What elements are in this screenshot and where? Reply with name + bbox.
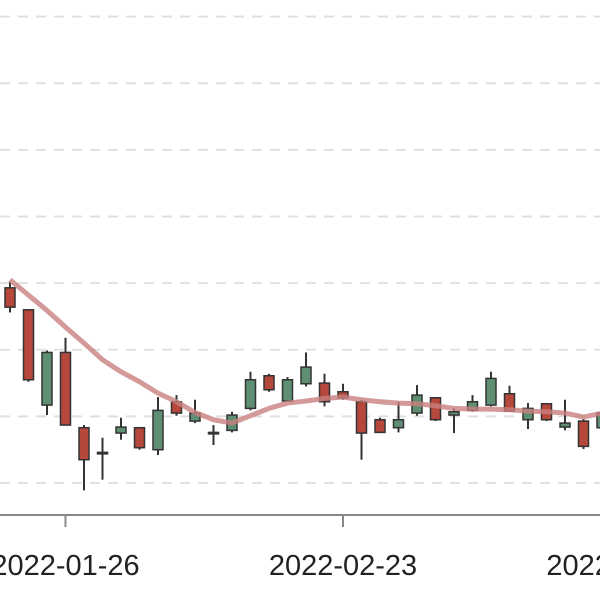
candle-body bbox=[244, 379, 257, 410]
candle-body bbox=[41, 351, 53, 406]
candle-body bbox=[96, 451, 109, 455]
candle-body bbox=[485, 377, 497, 406]
candle-body bbox=[281, 379, 294, 402]
candle-body bbox=[300, 366, 312, 385]
candle-body bbox=[596, 412, 600, 429]
candle-body bbox=[318, 382, 331, 403]
candle-body bbox=[374, 418, 386, 434]
candle-body bbox=[115, 426, 127, 434]
x-tick-label: 2022-03-23 bbox=[546, 550, 600, 582]
candle-body bbox=[559, 422, 571, 428]
moving-average bbox=[8, 277, 600, 426]
candle-body bbox=[263, 375, 275, 391]
x-tick-label: 2022-02-23 bbox=[269, 550, 417, 582]
candle-body bbox=[152, 409, 164, 451]
candle-body bbox=[522, 407, 534, 421]
candle-body bbox=[448, 410, 460, 416]
candle-body bbox=[392, 418, 405, 429]
candle-body bbox=[577, 420, 590, 448]
candle-body bbox=[78, 426, 90, 461]
x-tick-label: 2022-01-26 bbox=[0, 550, 140, 582]
candle-body bbox=[59, 351, 72, 426]
candle-body bbox=[355, 400, 368, 434]
candle-body bbox=[133, 426, 146, 449]
candle-body bbox=[22, 309, 35, 381]
candle-body bbox=[207, 431, 220, 435]
candle-body bbox=[4, 287, 16, 308]
